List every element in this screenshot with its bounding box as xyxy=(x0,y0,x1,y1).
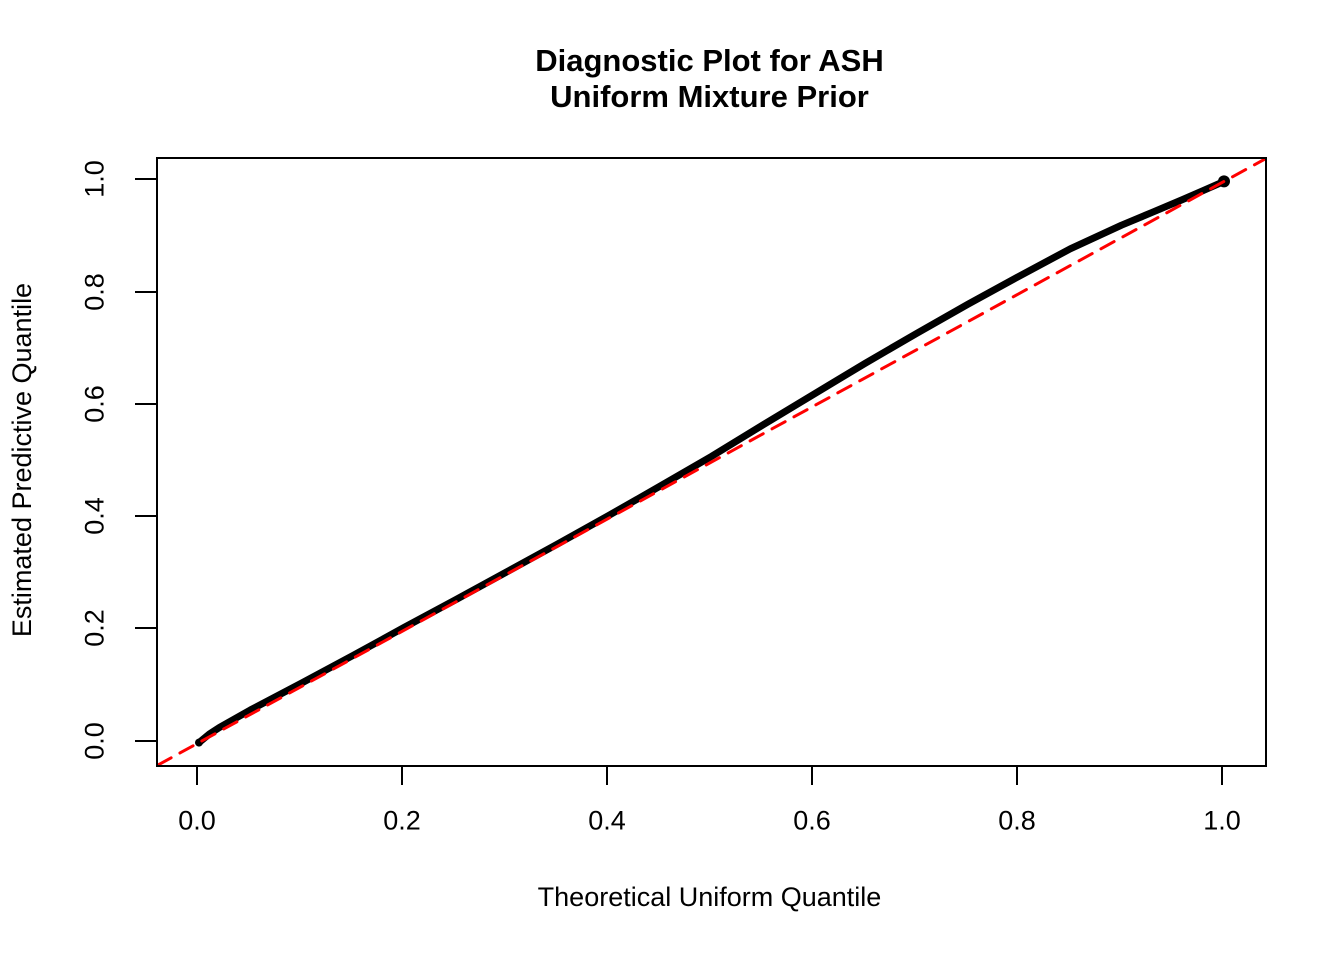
y-tick-label: 0.6 xyxy=(79,385,110,423)
x-tick-label: 0.0 xyxy=(178,805,216,836)
x-tick-mark xyxy=(811,765,813,785)
x-tick-label: 0.2 xyxy=(383,805,421,836)
x-tick-mark xyxy=(1221,765,1223,785)
identity-reference-line-path xyxy=(158,159,1265,765)
y-axis-title: Estimated Predictive Quantile xyxy=(7,282,37,638)
chart-title-line-2: Uniform Mixture Prior xyxy=(550,79,869,114)
chart-title-line-1: Diagnostic Plot for ASH xyxy=(535,43,884,78)
y-tick-label: 0.0 xyxy=(79,721,110,760)
y-tick-mark xyxy=(135,739,156,742)
x-tick-label: 0.4 xyxy=(588,805,626,836)
x-axis-title: Theoretical Uniform Quantile xyxy=(537,882,882,912)
y-tick-mark xyxy=(135,290,156,293)
y-tick-mark xyxy=(135,627,156,630)
y-tick-label: 1.0 xyxy=(79,160,110,199)
x-tick-mark xyxy=(196,765,198,785)
x-tick-mark xyxy=(606,765,608,785)
x-tick-mark xyxy=(401,765,403,785)
ash-estimated-predictive-quantiles-path xyxy=(195,177,1228,747)
x-tick-mark xyxy=(1016,765,1018,785)
x-tick-label: 0.8 xyxy=(998,805,1036,836)
plot-canvas xyxy=(158,159,1265,765)
y-tick-mark xyxy=(135,178,156,181)
y-tick-mark xyxy=(135,515,156,518)
chart-title: Diagnostic Plot for ASH Uniform Mixture … xyxy=(156,43,1263,115)
plot-area xyxy=(156,157,1267,767)
x-tick-label: 1.0 xyxy=(1203,805,1241,836)
y-tick-label: 0.4 xyxy=(79,497,110,535)
x-tick-label: 0.6 xyxy=(793,805,831,836)
y-tick-label: 0.2 xyxy=(79,609,110,648)
y-tick-label: 0.8 xyxy=(79,272,110,311)
y-tick-mark xyxy=(135,402,156,405)
